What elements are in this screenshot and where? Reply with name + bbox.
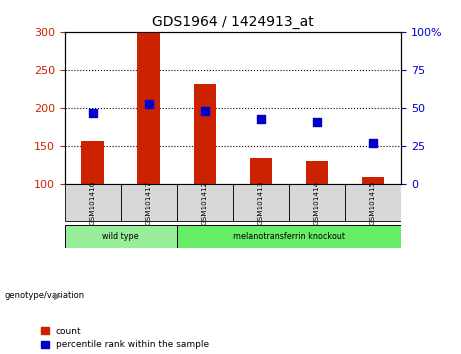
Bar: [194, 84, 216, 184]
Bar: [137, 32, 160, 184]
Bar: [362, 177, 384, 184]
FancyBboxPatch shape: [121, 184, 177, 221]
Point: [369, 140, 377, 146]
FancyBboxPatch shape: [65, 184, 121, 221]
Bar: [250, 158, 272, 184]
Text: GSM101415: GSM101415: [370, 181, 376, 225]
Text: genotype/variation: genotype/variation: [5, 291, 85, 300]
Point: [89, 110, 96, 115]
FancyBboxPatch shape: [177, 225, 401, 248]
Legend: count, percentile rank within the sample: count, percentile rank within the sample: [41, 327, 209, 349]
Text: wild type: wild type: [102, 232, 139, 241]
Point: [201, 108, 208, 114]
Title: GDS1964 / 1424913_at: GDS1964 / 1424913_at: [152, 16, 313, 29]
Text: melanotransferrin knockout: melanotransferrin knockout: [233, 232, 345, 241]
FancyBboxPatch shape: [233, 184, 289, 221]
Text: GSM101414: GSM101414: [314, 181, 320, 225]
Text: GSM101416: GSM101416: [89, 181, 95, 225]
Text: GSM101413: GSM101413: [258, 181, 264, 225]
Text: GSM101417: GSM101417: [146, 181, 152, 225]
Bar: [306, 161, 328, 184]
Text: GSM101412: GSM101412: [202, 181, 208, 225]
FancyBboxPatch shape: [65, 225, 177, 248]
Point: [313, 119, 321, 125]
Text: ▶: ▶: [54, 291, 62, 301]
FancyBboxPatch shape: [289, 184, 345, 221]
Point: [257, 116, 265, 121]
FancyBboxPatch shape: [345, 184, 401, 221]
Bar: [82, 141, 104, 184]
FancyBboxPatch shape: [177, 184, 233, 221]
Point: [145, 101, 152, 106]
